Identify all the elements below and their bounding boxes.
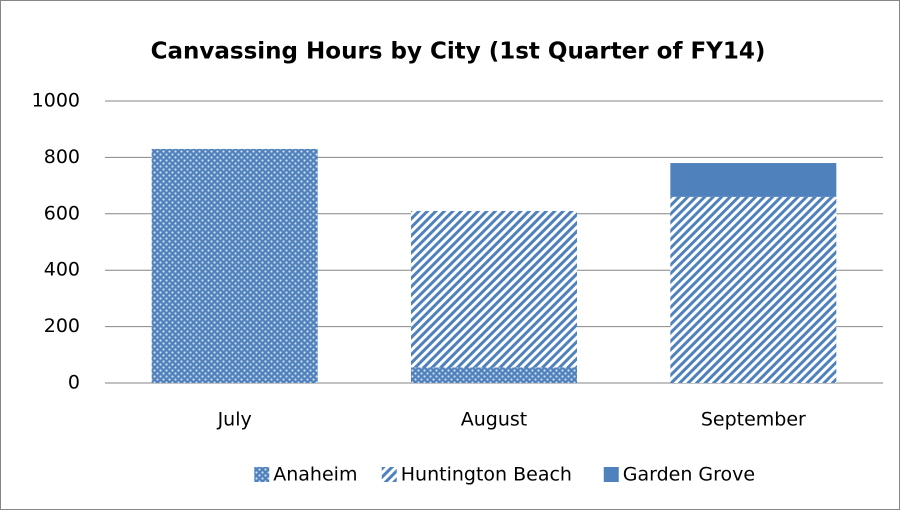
x-tick-label: September — [701, 409, 806, 431]
y-tick-label: 400 — [44, 259, 80, 281]
bar-segment — [670, 163, 837, 197]
legend-swatch — [381, 467, 397, 482]
legend-swatch — [254, 467, 270, 482]
legend-label: Huntington Beach — [401, 464, 572, 486]
y-tick-label: 800 — [44, 146, 80, 168]
x-tick-label: July — [217, 409, 252, 431]
bar-segment — [411, 367, 577, 383]
bar-segment — [151, 148, 318, 383]
y-tick-label: 0 — [68, 372, 80, 394]
y-tick-label: 600 — [44, 202, 80, 224]
y-tick-label: 1000 — [32, 90, 80, 112]
bar-segment — [411, 210, 577, 368]
chart-title: Canvassing Hours by City (1st Quarter of… — [151, 39, 766, 65]
legend-swatch — [603, 467, 619, 482]
legend-label: Anaheim — [273, 464, 357, 486]
y-tick-label: 200 — [44, 315, 80, 337]
bar-segment — [670, 196, 837, 383]
legend-label: Garden Grove — [623, 464, 755, 486]
x-tick-label: August — [461, 409, 528, 431]
